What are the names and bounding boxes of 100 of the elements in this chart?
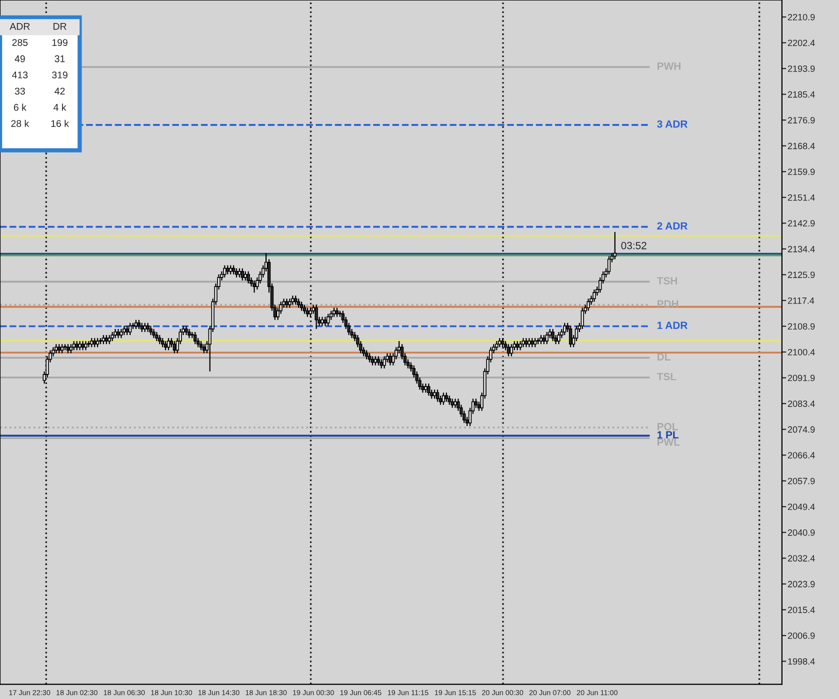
candlestick: [388, 352, 392, 366]
candlestick: [188, 328, 191, 339]
y-tick-label: 2125.9: [788, 272, 815, 278]
candlestick: [126, 325, 129, 336]
candlestick: [122, 325, 126, 336]
candlestick: [495, 340, 498, 351]
y-tick-label: 2151.4: [788, 194, 815, 201]
candlestick: [320, 316, 324, 326]
candlestick: [324, 316, 327, 326]
candlestick: [54, 344, 58, 354]
annotation: DR: [54, 23, 66, 30]
candlestick: [93, 338, 96, 348]
candlestick: [586, 298, 590, 312]
text: 33: [14, 88, 25, 95]
candlestick: [326, 313, 330, 326]
candlestick: [104, 334, 108, 345]
y-tick-label: 2040.9: [788, 529, 815, 536]
candlestick: [78, 340, 82, 351]
y-tick-label: 2074.9: [788, 426, 815, 433]
candlestick: [226, 264, 230, 275]
candlestick: [294, 295, 298, 306]
candlestick: [246, 270, 250, 284]
candlestick: [84, 340, 88, 351]
candlestick: [184, 325, 188, 336]
candlestick: [110, 331, 114, 342]
candlestick: [498, 338, 502, 348]
candlestick: [102, 334, 106, 345]
candlestick: [551, 328, 554, 342]
candlestick: [436, 389, 440, 402]
candlestick: [592, 289, 596, 302]
candlestick: [518, 340, 522, 351]
y-tick-label: 2006.9: [788, 632, 815, 639]
y-tick-label: 2202.4: [788, 40, 815, 46]
ref-line-label: 3 ADR: [657, 120, 688, 128]
y-tick-label: 2049.4: [788, 504, 815, 510]
annotation: 28 k: [11, 120, 30, 127]
candlestick: [288, 298, 292, 308]
candlestick: [128, 322, 132, 336]
y-tick-label: 2193.9: [788, 65, 815, 72]
candlestick: [81, 340, 84, 351]
annotation: 16 k: [51, 120, 69, 127]
candlestick: [432, 389, 436, 400]
candlestick: [137, 319, 141, 330]
candlestick: [291, 295, 294, 306]
candlestick: [314, 304, 318, 330]
candlestick: [442, 392, 446, 406]
candlestick: [510, 344, 514, 357]
candlestick: [58, 344, 61, 354]
candlestick: [563, 322, 566, 336]
candlestick: [524, 338, 528, 348]
annotation: 42: [54, 88, 65, 94]
y-tick-label: 2023.9: [788, 580, 815, 588]
text: 6 k: [14, 104, 26, 111]
ref-line-label: PDH: [658, 300, 678, 308]
candlestick: [542, 334, 546, 345]
candlestick: [158, 334, 162, 345]
candlestick: [607, 256, 611, 275]
candlestick: [96, 338, 100, 348]
text: 49: [14, 55, 25, 62]
candlestick: [240, 268, 244, 282]
candlestick: [539, 334, 543, 345]
candlestick: [60, 344, 64, 354]
y-tick-label: 2142.9: [788, 220, 815, 227]
candlestick: [72, 340, 76, 351]
candlestick: [114, 328, 117, 339]
y-tick-label: 2108.9: [788, 323, 815, 330]
candlestick: [228, 264, 232, 275]
y-tick-label: 1998.4: [788, 658, 815, 665]
y-tick-label: 2210.9: [788, 14, 815, 20]
y-tick-label: 2168.4: [788, 142, 815, 150]
candlestick: [528, 338, 531, 348]
candlestick: [108, 334, 111, 345]
y-tick-label: 2159.9: [788, 168, 815, 175]
annotation: 199: [52, 39, 68, 46]
candlestick: [155, 331, 158, 342]
candlestick: [90, 338, 94, 348]
y-tick-label: 2091.9: [788, 374, 815, 382]
candlestick: [223, 264, 226, 278]
candlestick: [116, 328, 120, 339]
candlestick: [580, 307, 584, 330]
y-tick-label: 2134.4: [788, 246, 815, 252]
candlestick: [149, 325, 152, 336]
y-tick-label: 2100.4: [788, 348, 815, 356]
y-tick-label: 2015.4: [788, 606, 815, 614]
ref-line-label: 2 ADR: [657, 222, 688, 230]
candlestick: [172, 340, 176, 354]
annotation: 319: [52, 72, 68, 78]
annotation: ADR: [10, 23, 30, 30]
ref-line-label: 1 ADR: [657, 322, 688, 329]
y-tick-label: 2185.4: [788, 91, 815, 98]
candlestick: [194, 331, 197, 345]
candlestick: [140, 322, 144, 333]
candlestick: [252, 280, 256, 294]
candlestick: [557, 331, 560, 345]
candlestick: [382, 356, 386, 369]
candlestick: [166, 338, 170, 351]
candlestick: [69, 344, 73, 354]
candlestick: [568, 325, 572, 348]
y-tick-label: 2176.9: [788, 117, 815, 124]
y-tick-label: 2032.4: [788, 555, 815, 562]
